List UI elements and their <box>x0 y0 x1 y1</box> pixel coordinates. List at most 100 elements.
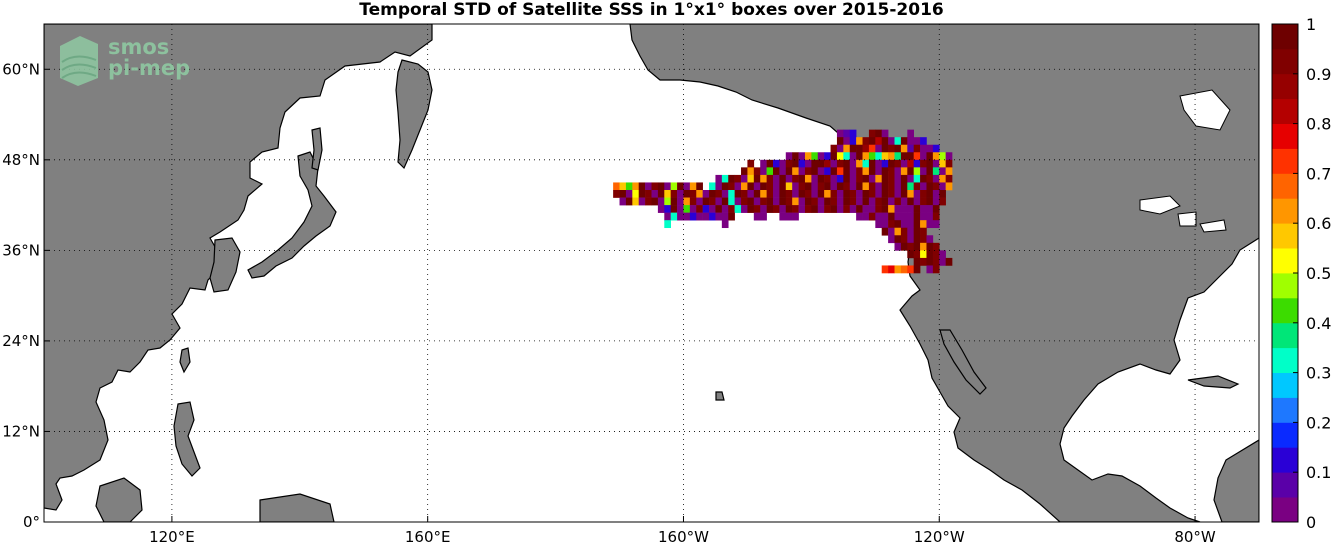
longitude-ticks: 120°E 160°E 160°W 120°W 80°W <box>149 516 1216 544</box>
std-cell <box>881 197 889 206</box>
std-cell <box>798 167 806 176</box>
std-cell <box>868 205 876 213</box>
std-cell <box>753 182 761 191</box>
std-cell <box>766 167 774 176</box>
std-cell <box>920 137 927 146</box>
std-cell <box>625 182 633 191</box>
std-cell <box>849 190 857 198</box>
std-cell <box>939 167 946 176</box>
std-cell <box>875 137 883 146</box>
std-cell <box>881 227 889 236</box>
cuba-island <box>1187 375 1240 389</box>
std-cell <box>689 197 697 206</box>
std-cell <box>913 250 921 259</box>
std-cell <box>856 144 863 153</box>
std-cell <box>926 159 934 168</box>
std-cell <box>811 167 819 176</box>
std-cell <box>881 152 889 161</box>
smos-pimep-logo: smos pi-mep <box>56 32 206 88</box>
std-cell <box>907 129 914 138</box>
great-lakes <box>1139 89 1231 233</box>
std-cell <box>721 174 729 183</box>
logo-text-smos: smos <box>108 35 170 59</box>
std-cell <box>843 159 851 168</box>
std-cell <box>817 159 825 168</box>
std-cell <box>779 190 787 198</box>
std-cell <box>900 152 908 161</box>
map-frame <box>43 23 1260 523</box>
std-cell <box>875 220 883 229</box>
std-cell <box>804 159 812 168</box>
std-cell <box>868 159 876 168</box>
std-cell <box>798 152 806 161</box>
std-cell <box>779 167 787 176</box>
std-cell <box>932 159 940 168</box>
std-cell <box>728 182 735 191</box>
asia-mainland <box>44 24 433 511</box>
std-cell <box>638 182 646 191</box>
std-cell <box>913 137 921 146</box>
std-cell <box>926 197 934 206</box>
std-cell <box>849 205 857 213</box>
std-cell <box>881 205 889 213</box>
std-cell <box>760 167 767 176</box>
std-cell <box>760 197 767 206</box>
std-cell <box>817 182 825 191</box>
x-tick-label: 160°E <box>405 528 451 544</box>
std-cell <box>798 182 806 191</box>
std-cell <box>798 197 806 206</box>
std-cell <box>836 197 844 206</box>
std-cell <box>728 190 735 198</box>
std-cell <box>932 242 940 251</box>
std-cell <box>798 190 806 198</box>
std-cell <box>881 144 889 153</box>
std-cell <box>894 144 902 153</box>
std-cell <box>862 197 870 206</box>
std-cell <box>773 174 780 183</box>
std-cell <box>728 174 735 183</box>
std-cell <box>945 182 953 191</box>
std-cell <box>926 250 934 259</box>
std-cell <box>862 167 870 176</box>
std-cell <box>741 205 748 213</box>
std-cell <box>696 205 703 213</box>
std-cell <box>932 190 940 198</box>
std-cell <box>875 212 883 221</box>
std-cell <box>926 212 934 221</box>
std-cell <box>728 212 735 221</box>
std-cell <box>900 137 908 146</box>
std-cell <box>753 174 761 183</box>
std-cell <box>849 159 857 168</box>
std-cell <box>900 174 908 183</box>
std-cell <box>785 190 793 198</box>
std-cell <box>638 197 646 206</box>
std-cell <box>619 190 627 198</box>
std-cell <box>945 159 953 168</box>
std-cell <box>792 174 799 183</box>
std-cell <box>728 205 735 213</box>
std-cell <box>811 174 819 183</box>
std-cell <box>913 152 921 161</box>
std-cell <box>875 182 883 191</box>
std-cell <box>913 205 921 213</box>
std-cell <box>792 205 799 213</box>
std-cell <box>753 167 761 176</box>
std-cell <box>888 235 895 244</box>
std-cell <box>747 190 755 198</box>
std-cell <box>913 174 921 183</box>
x-tick-label: 160°W <box>658 528 709 544</box>
std-cell <box>709 190 716 198</box>
std-cell <box>894 167 902 176</box>
std-cell <box>913 265 921 274</box>
std-cell <box>888 212 895 221</box>
std-cell <box>875 152 883 161</box>
latitude-ticks: 0° 12°N 24°N 36°N 48°N 60°N <box>2 60 50 531</box>
std-cell <box>894 227 902 236</box>
std-cell <box>696 190 703 198</box>
korean-peninsula <box>209 237 241 293</box>
std-cell <box>920 257 927 266</box>
std-cell <box>747 167 755 176</box>
std-cell <box>907 152 914 161</box>
std-cell <box>907 242 914 251</box>
